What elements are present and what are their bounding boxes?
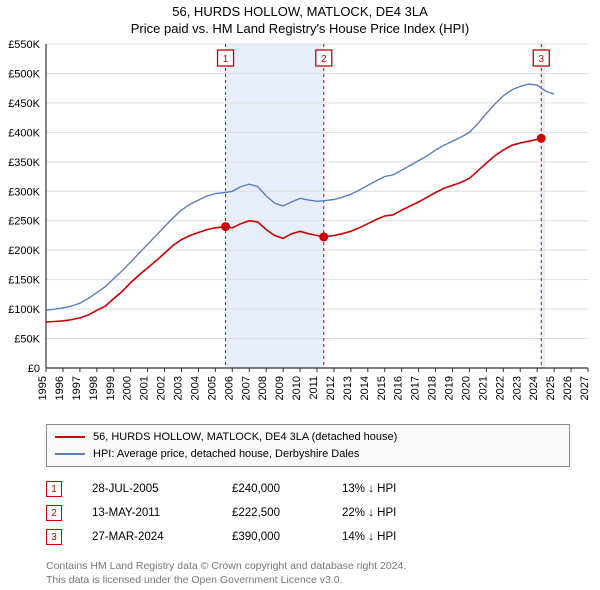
marker-diff: 22% ↓ HPI	[342, 507, 396, 519]
y-axis-label: £500K	[8, 68, 40, 80]
x-axis-label: 2001	[139, 376, 151, 400]
footer-line-2: This data is licensed under the Open Gov…	[46, 573, 570, 587]
marker-price: £390,000	[232, 531, 342, 543]
marker-point	[221, 222, 230, 231]
x-axis-label: 2011	[308, 376, 320, 400]
y-axis-label: £550K	[8, 39, 40, 51]
chart-title: 56, HURDS HOLLOW, MATLOCK, DE4 3LA	[0, 4, 600, 19]
footer-line-1: Contains HM Land Registry data © Crown c…	[46, 559, 570, 573]
legend-item: HPI: Average price, detached house, Derb…	[55, 446, 561, 463]
marker-flag-label: 1	[223, 54, 229, 65]
chart-svg: £0 £50K £100K £150K £200K £250K £300K £350K £400…	[0, 36, 600, 416]
marker-date: 27-MAR-2024	[92, 531, 232, 543]
x-axis-label: 2019	[444, 376, 456, 400]
x-axis-label: 1998	[88, 376, 100, 400]
y-axis-label: £0	[28, 363, 40, 375]
x-axis-label: 2023	[511, 376, 523, 400]
x-axis-label: 2016	[393, 376, 405, 400]
marker-number-box: 3	[46, 529, 62, 545]
legend: 56, HURDS HOLLOW, MATLOCK, DE4 3LA (deta…	[46, 424, 570, 467]
x-axis-label: 2022	[494, 376, 506, 400]
x-axis-label: 2010	[291, 376, 303, 400]
marker-point	[319, 232, 328, 241]
chart-subtitle: Price paid vs. HM Land Registry's House …	[0, 21, 600, 36]
legend-label: HPI: Average price, detached house, Derb…	[93, 446, 359, 463]
y-axis-label: £100K	[8, 304, 40, 316]
x-axis-label: 2018	[427, 376, 439, 400]
x-axis-label: 2009	[274, 376, 286, 400]
y-axis-label: £50K	[14, 334, 40, 346]
chart-header: 56, HURDS HOLLOW, MATLOCK, DE4 3LA Price…	[0, 0, 600, 36]
x-axis-label: 1995	[37, 376, 49, 400]
chart-area: £0 £50K £100K £150K £200K £250K £300K £350K £400…	[0, 36, 600, 416]
x-axis-label: 2014	[359, 376, 371, 400]
x-axis-label: 2013	[342, 376, 354, 400]
y-axis-label: £200K	[8, 245, 40, 257]
marker-row: 2 13-MAY-2011£222,50022% ↓ HPI	[46, 501, 570, 525]
marker-price: £240,000	[232, 483, 342, 495]
x-axis-label: 2004	[189, 376, 201, 400]
marker-price: £222,500	[232, 507, 342, 519]
y-axis-label: £350K	[8, 157, 40, 169]
x-axis-label: 2002	[156, 376, 168, 400]
x-axis-label: 2000	[122, 376, 134, 400]
marker-row: 3 27-MAR-2024£390,00014% ↓ HPI	[46, 525, 570, 549]
x-axis-label: 2007	[240, 376, 252, 400]
marker-number-box: 1	[46, 481, 62, 497]
x-axis-label: 2003	[173, 376, 185, 400]
y-axis-label: £150K	[8, 275, 40, 287]
marker-row: 1 28-JUL-2005£240,00013% ↓ HPI	[46, 477, 570, 501]
legend-swatch	[55, 436, 85, 438]
x-axis-label: 1999	[105, 376, 117, 400]
marker-diff: 13% ↓ HPI	[342, 483, 396, 495]
marker-flag-label: 3	[538, 54, 544, 65]
legend-label: 56, HURDS HOLLOW, MATLOCK, DE4 3LA (deta…	[93, 429, 397, 446]
x-axis-label: 1996	[54, 376, 66, 400]
x-axis-label: 2017	[410, 376, 422, 400]
x-axis-label: 2021	[477, 376, 489, 400]
x-axis-label: 1997	[71, 376, 83, 400]
markers-table: 1 28-JUL-2005£240,00013% ↓ HPI 2 13-MAY-201…	[46, 477, 570, 549]
x-axis-label: 2015	[376, 376, 388, 400]
x-axis-label: 2026	[562, 376, 574, 400]
y-axis-label: £250K	[8, 216, 40, 228]
y-axis-label: £300K	[8, 186, 40, 198]
x-axis-label: 2024	[528, 376, 540, 400]
legend-swatch	[55, 453, 85, 455]
x-axis-label: 2008	[257, 376, 269, 400]
shaded-band	[226, 44, 324, 368]
x-axis-label: 2020	[460, 376, 472, 400]
marker-date: 13-MAY-2011	[92, 507, 232, 519]
marker-diff: 14% ↓ HPI	[342, 531, 396, 543]
x-axis-label: 2005	[206, 376, 218, 400]
x-axis-label: 2025	[545, 376, 557, 400]
x-axis-label: 2006	[223, 376, 235, 400]
y-axis-label: £450K	[8, 98, 40, 110]
x-axis-label: 2012	[325, 376, 337, 400]
marker-point	[537, 134, 546, 143]
marker-flag-label: 2	[321, 54, 327, 65]
footer-attribution: Contains HM Land Registry data © Crown c…	[46, 559, 570, 587]
x-axis-label: 2027	[579, 376, 591, 400]
legend-item: 56, HURDS HOLLOW, MATLOCK, DE4 3LA (deta…	[55, 429, 561, 446]
marker-number-box: 2	[46, 505, 62, 521]
marker-date: 28-JUL-2005	[92, 483, 232, 495]
y-axis-label: £400K	[8, 127, 40, 139]
